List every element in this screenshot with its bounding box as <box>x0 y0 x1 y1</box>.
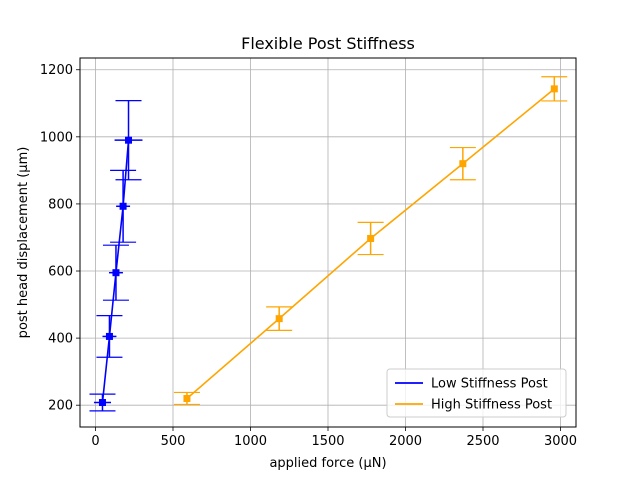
x-tick-label: 1000 <box>234 434 267 449</box>
data-point <box>112 269 120 277</box>
series-layer <box>89 76 568 412</box>
legend: Low Stiffness Post High Stiffness Post <box>386 368 567 418</box>
data-point <box>125 136 133 144</box>
data-point <box>459 160 467 168</box>
y-tick-label: 1200 <box>40 63 73 78</box>
x-tick-label: 2500 <box>466 434 499 449</box>
data-point <box>275 315 283 323</box>
x-tick-label: 1500 <box>311 434 344 449</box>
x-tick-label: 3000 <box>544 434 577 449</box>
data-point <box>105 332 113 340</box>
x-tick-label: 2000 <box>389 434 422 449</box>
y-tick-label: 1000 <box>40 130 73 145</box>
legend-label: High Stiffness Post <box>431 398 552 413</box>
y-tick-label: 600 <box>48 265 73 280</box>
legend-label: Low Stiffness Post <box>431 377 548 392</box>
x-tick-label: 500 <box>161 434 186 449</box>
data-point <box>119 202 127 210</box>
chart-title: Flexible Post Stiffness <box>241 34 415 53</box>
grid-lines <box>80 58 576 427</box>
y-tick-label: 400 <box>48 332 73 347</box>
y-tick-label: 800 <box>48 197 73 212</box>
data-point <box>183 394 191 402</box>
series-0 <box>89 100 143 412</box>
x-axis-label: applied force (µN) <box>269 456 386 471</box>
y-tick-label: 200 <box>48 399 73 414</box>
data-point <box>550 85 558 93</box>
data-point <box>98 399 106 407</box>
legend-box <box>386 368 567 418</box>
x-tick-label: 0 <box>91 434 99 449</box>
series-1 <box>173 76 568 406</box>
y-axis-label: post head displacement (µm) <box>16 147 31 339</box>
data-point <box>367 234 375 242</box>
axis-ticks: 0 500 1000 1500 2000 2500 3000 200 400 600 800 1000… <box>40 63 577 449</box>
